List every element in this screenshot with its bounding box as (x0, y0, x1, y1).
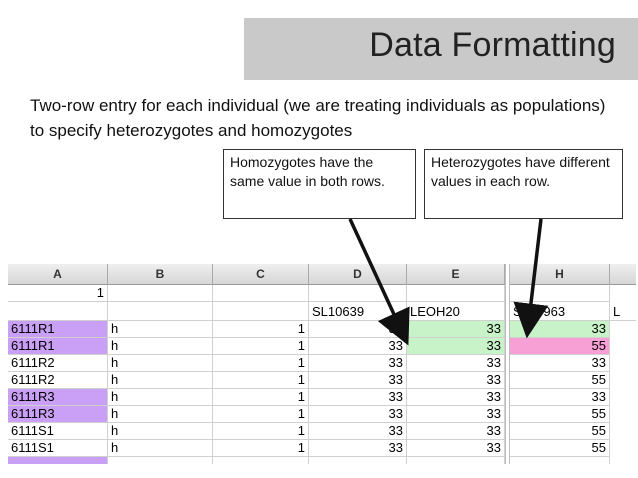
table-cell-partial[interactable] (407, 457, 505, 464)
table-cell-d[interactable]: 33 (309, 355, 407, 372)
column-header-b[interactable]: B (108, 264, 213, 285)
title-bar: Data Formatting (244, 18, 638, 80)
table-cell-b[interactable]: h (108, 423, 213, 440)
table-cell-h[interactable]: 33 (510, 389, 610, 406)
table-cell-c[interactable]: 1 (213, 372, 309, 389)
table-cell-d[interactable]: 33 (309, 440, 407, 457)
cell-row1-b[interactable] (108, 285, 213, 302)
callout-heterozygotes: Heterozygotes have different values in e… (424, 149, 623, 219)
table-cell-partial[interactable] (309, 457, 407, 464)
table-cell-b[interactable]: h (108, 406, 213, 423)
table-cell-h[interactable]: 55 (510, 338, 610, 355)
table-cell-a[interactable]: 6111R1 (8, 321, 108, 338)
table-cell-d[interactable]: 33 (309, 423, 407, 440)
table-cell-h[interactable]: 55 (510, 372, 610, 389)
table-cell-b[interactable]: h (108, 372, 213, 389)
table-cell-e[interactable]: 33 (407, 355, 505, 372)
table-cell-h[interactable]: 33 (510, 355, 610, 372)
table-cell-a[interactable]: 6111S1 (8, 440, 108, 457)
cell-row1-e[interactable] (407, 285, 505, 302)
table-cell-c[interactable]: 1 (213, 423, 309, 440)
table-cell-d[interactable]: 33 (309, 321, 407, 338)
table-cell-c[interactable]: 1 (213, 406, 309, 423)
hidden-columns-divider (505, 264, 510, 464)
table-cell-a[interactable]: 6111R2 (8, 355, 108, 372)
table-cell-b[interactable]: h (108, 338, 213, 355)
cell-row2-b[interactable] (108, 302, 213, 321)
table-cell-h[interactable]: 55 (510, 440, 610, 457)
column-header-partial[interactable] (610, 264, 636, 285)
callout-homozygotes: Homozygotes have the same value in both … (223, 149, 416, 219)
table-cell-c[interactable]: 1 (213, 440, 309, 457)
table-cell-c[interactable]: 1 (213, 321, 309, 338)
table-cell-e[interactable]: 33 (407, 423, 505, 440)
table-cell-e[interactable]: 33 (407, 372, 505, 389)
table-cell-d[interactable]: 33 (309, 389, 407, 406)
table-cell-d[interactable]: 33 (309, 372, 407, 389)
table-cell-b[interactable]: h (108, 321, 213, 338)
cell-row2-e[interactable]: LEOH20 (407, 302, 505, 321)
table-cell-a[interactable]: 6111S1 (8, 423, 108, 440)
cell-row2-h[interactable]: SL10963 (510, 302, 610, 321)
table-cell-c[interactable]: 1 (213, 338, 309, 355)
table-cell-e[interactable]: 33 (407, 321, 505, 338)
table-cell-e[interactable]: 33 (407, 440, 505, 457)
cell-row2-extra[interactable]: L (610, 302, 636, 321)
column-header-a[interactable]: A (8, 264, 108, 285)
table-cell-a[interactable]: 6111R3 (8, 406, 108, 423)
table-cell-e[interactable]: 33 (407, 338, 505, 355)
table-cell-d[interactable]: 33 (309, 338, 407, 355)
cell-row1-a[interactable]: 1 (8, 285, 108, 302)
column-header-h[interactable]: H (510, 264, 610, 285)
cell-row1-c[interactable] (213, 285, 309, 302)
slide-title: Data Formatting (369, 26, 616, 64)
table-cell-h[interactable]: 55 (510, 406, 610, 423)
table-cell-b[interactable]: h (108, 389, 213, 406)
table-cell-partial[interactable] (213, 457, 309, 464)
table-cell-h[interactable]: 55 (510, 423, 610, 440)
column-header-c[interactable]: C (213, 264, 309, 285)
table-cell-e[interactable]: 33 (407, 389, 505, 406)
cell-row2-a[interactable] (8, 302, 108, 321)
table-cell-b[interactable]: h (108, 355, 213, 372)
table-cell-a[interactable]: 6111R2 (8, 372, 108, 389)
cell-row2-c[interactable] (213, 302, 309, 321)
slide-subtitle: Two-row entry for each individual (we ar… (30, 96, 606, 140)
table-cell-c[interactable]: 1 (213, 389, 309, 406)
spreadsheet: A B C D E H 1 SL10639 LEOH20 SL10963 L 6111R1 h 1 33 33… (8, 264, 636, 464)
table-cell-b[interactable]: h (108, 440, 213, 457)
table-cell-a[interactable]: 6111R1 (8, 338, 108, 355)
table-cell-partial[interactable] (108, 457, 213, 464)
table-cell-h[interactable]: 33 (510, 321, 610, 338)
cell-row1-h[interactable] (510, 285, 610, 302)
table-cell-c[interactable]: 1 (213, 355, 309, 372)
column-header-d[interactable]: D (309, 264, 407, 285)
column-header-e[interactable]: E (407, 264, 505, 285)
table-cell-d[interactable]: 33 (309, 406, 407, 423)
cell-row2-d[interactable]: SL10639 (309, 302, 407, 321)
table-cell-a[interactable]: 6111R3 (8, 389, 108, 406)
cell-row1-d[interactable] (309, 285, 407, 302)
table-cell-partial[interactable] (8, 457, 108, 464)
table-cell-e[interactable]: 33 (407, 406, 505, 423)
table-cell-partial[interactable] (510, 457, 610, 464)
